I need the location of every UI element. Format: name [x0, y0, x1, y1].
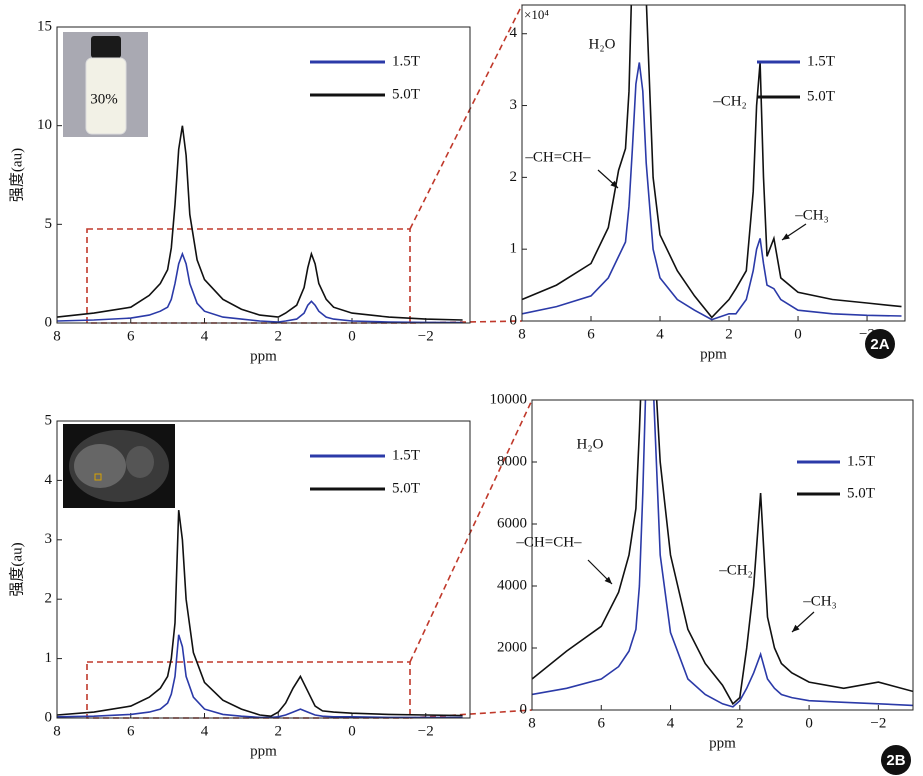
y-tick-label: 5: [45, 216, 53, 232]
y-tick-label: 15: [37, 18, 52, 34]
x-tick-label: 0: [348, 328, 356, 344]
y-tick-label: 4000: [497, 577, 527, 593]
plot-frame: [531, 399, 914, 711]
x-tick-label: 6: [598, 715, 606, 731]
x-tick-label: −2: [859, 326, 875, 342]
x-tick-label: 4: [656, 326, 664, 342]
x-axis-label: ppm: [700, 346, 727, 362]
x-tick-label: 8: [53, 328, 61, 344]
axis-multiplier: ×10⁴: [524, 7, 549, 22]
legend-label: 1.5T: [392, 53, 420, 69]
y-tick-label: 2000: [497, 639, 527, 655]
arrow-head: [792, 624, 800, 632]
inset-label: 30%: [90, 91, 118, 107]
spectrum-line: [57, 634, 463, 718]
legend-label: 1.5T: [392, 447, 420, 463]
x-tick-label: 0: [805, 715, 813, 731]
x-tick-label: 6: [587, 326, 595, 342]
x-tick-label: −2: [418, 723, 434, 739]
peak-annotation: –CH₃: [802, 593, 837, 609]
arrow-head: [782, 233, 790, 240]
y-tick-label: 10: [37, 117, 52, 133]
peak-annotation: –CH₂: [712, 93, 747, 109]
y-tick-label: 3: [510, 97, 518, 113]
peak-annotation: –CH=CH–: [515, 534, 582, 550]
legend-label: 1.5T: [807, 53, 835, 69]
x-tick-label: 4: [201, 723, 209, 739]
x-axis-label: ppm: [709, 735, 736, 751]
x-tick-label: 8: [53, 723, 61, 739]
legend-label: 5.0T: [807, 88, 835, 104]
y-tick-label: 0: [510, 312, 518, 328]
spectrum-line: [532, 400, 913, 706]
y-tick-label: 2: [45, 591, 53, 607]
y-tick-label: 1: [45, 650, 53, 666]
x-tick-label: 4: [667, 715, 675, 731]
x-tick-label: 2: [275, 723, 283, 739]
x-axis-label: ppm: [250, 743, 277, 759]
legend-label: 5.0T: [847, 485, 875, 501]
legend-label: 1.5T: [847, 453, 875, 469]
y-tick-label: 10000: [490, 391, 528, 407]
x-tick-label: −2: [870, 715, 886, 731]
y-axis-label: 强度(au): [8, 148, 25, 202]
y-tick-label: 4: [510, 25, 518, 41]
x-tick-label: 2: [725, 326, 733, 342]
panel-badge: [865, 329, 895, 359]
y-tick-label: 0: [45, 314, 53, 330]
legend-label: 5.0T: [392, 86, 420, 102]
spectrum-line: [522, 5, 902, 319]
plot-frame: [521, 4, 906, 322]
spectrum-line: [57, 510, 463, 718]
x-tick-label: 2: [275, 328, 283, 344]
y-tick-label: 4: [45, 472, 53, 488]
peak-annotation: –CH₃: [794, 207, 829, 223]
zoom-indicator: [86, 4, 533, 719]
panel-label: 2A: [870, 336, 889, 353]
x-tick-label: 6: [127, 328, 135, 344]
x-tick-label: 8: [528, 715, 536, 731]
x-tick-label: 2: [736, 715, 744, 731]
peak-annotation: H₂O: [589, 36, 616, 52]
x-tick-label: −2: [418, 328, 434, 344]
arrow-head: [604, 576, 612, 584]
inset-mri: [63, 424, 175, 508]
plot-frame: [56, 26, 471, 324]
panel-label: 2B: [886, 752, 905, 769]
panel-badge: [881, 745, 911, 775]
peak-annotation: –CH₂: [718, 562, 753, 578]
y-tick-label: 3: [45, 531, 53, 547]
x-tick-label: 0: [794, 326, 802, 342]
x-tick-label: 0: [348, 723, 356, 739]
y-tick-label: 0: [520, 701, 528, 717]
spectrum-line: [57, 125, 463, 321]
y-tick-label: 5: [45, 412, 53, 428]
spectrum-line: [532, 400, 913, 708]
y-tick-label: 1: [510, 241, 518, 257]
x-tick-label: 6: [127, 723, 135, 739]
y-tick-label: 6000: [497, 515, 527, 531]
y-tick-label: 0: [45, 709, 53, 725]
x-tick-label: 8: [518, 326, 526, 342]
arrow-head: [610, 180, 618, 188]
peak-annotation: –CH=CH–: [524, 149, 591, 165]
spectrum-line: [522, 62, 902, 321]
peak-annotation: H₂O: [577, 436, 604, 452]
y-axis-label: 强度(au): [8, 542, 25, 596]
x-axis-label: ppm: [250, 348, 277, 364]
y-tick-label: 2: [510, 169, 518, 185]
spectrum-line: [57, 251, 463, 323]
plot-frame: [56, 420, 471, 719]
inset-photo: [63, 32, 148, 137]
y-tick-label: 8000: [497, 453, 527, 469]
legend-label: 5.0T: [392, 480, 420, 496]
x-tick-label: 4: [201, 328, 209, 344]
